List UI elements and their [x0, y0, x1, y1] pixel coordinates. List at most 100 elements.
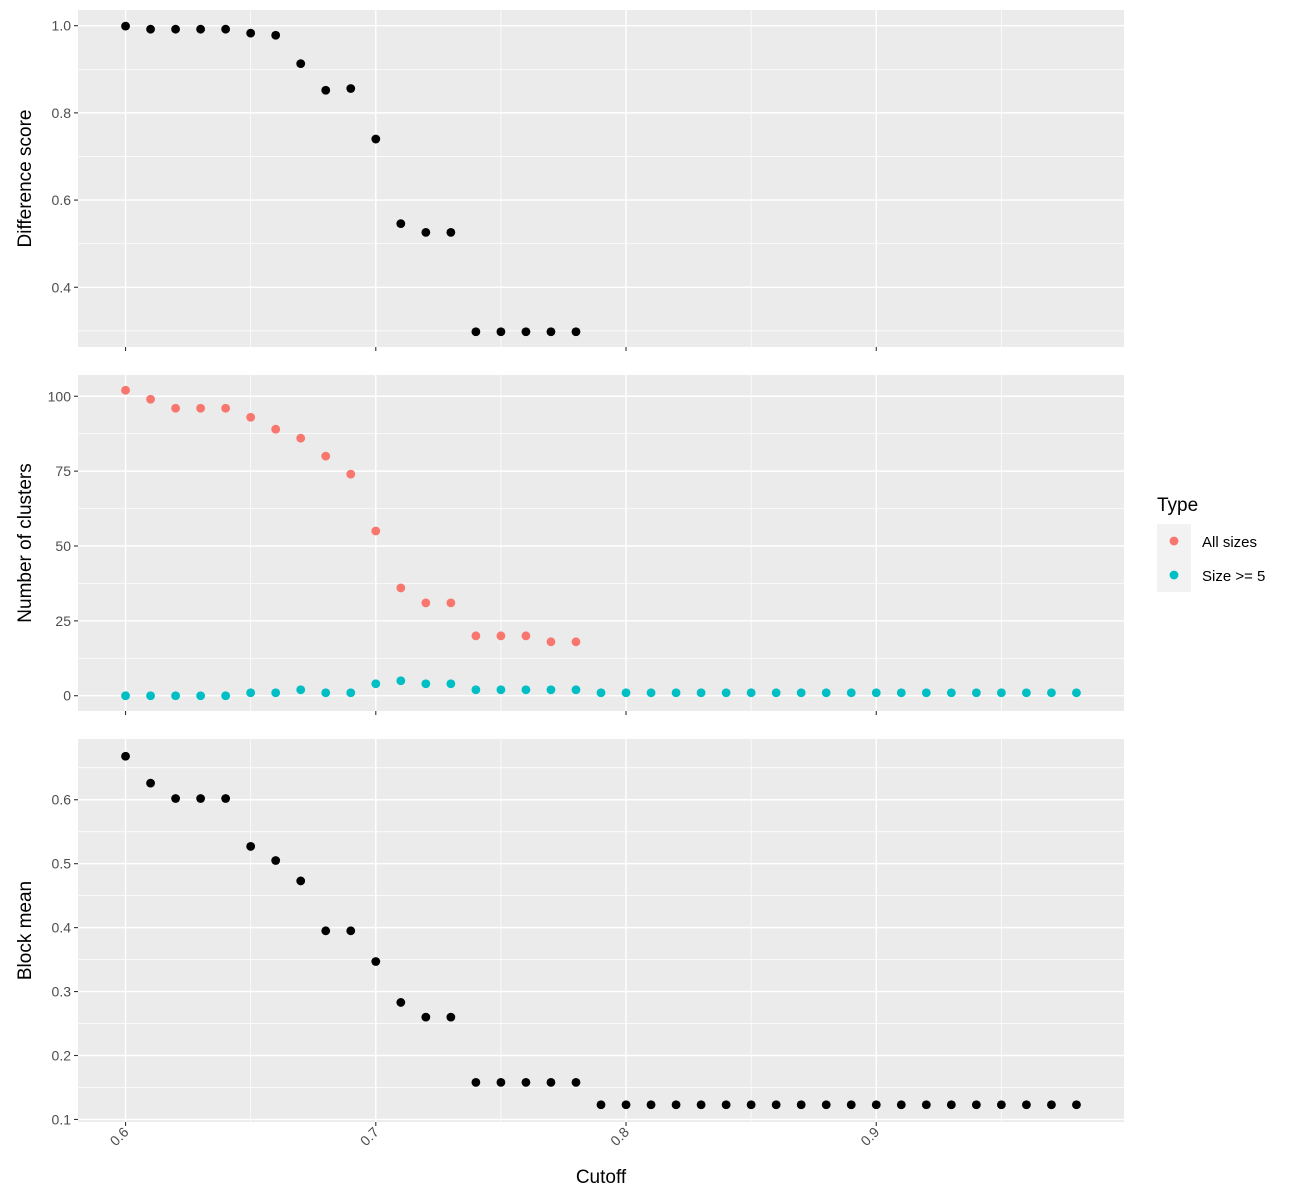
panel-1: 0.4 0.6 0.8 1.0 Difference score	[15, 10, 1124, 351]
data-point	[321, 926, 331, 936]
y-tick-label: 50	[55, 538, 71, 554]
data-point	[696, 688, 706, 698]
data-point	[571, 1077, 581, 1087]
data-point	[821, 688, 831, 698]
series-1	[121, 385, 581, 647]
legend-key	[1169, 536, 1179, 546]
data-point	[121, 385, 130, 395]
panel-3: 0.1 0.2 0.3 0.4 0.5 0.6 Block mean	[15, 739, 1124, 1127]
data-point	[496, 631, 506, 641]
data-point	[446, 679, 456, 689]
data-point	[221, 403, 231, 413]
x-axis-title: Cutoff	[576, 1167, 627, 1188]
data-point	[546, 1077, 556, 1087]
data-point	[421, 679, 431, 689]
series-1	[121, 21, 581, 337]
data-point	[921, 688, 931, 698]
data-point	[146, 691, 155, 701]
data-point	[371, 134, 381, 144]
data-point	[121, 751, 130, 761]
data-point	[546, 637, 556, 647]
panel-background	[78, 375, 1124, 711]
data-point	[321, 688, 331, 698]
data-point	[271, 688, 281, 698]
series-1	[121, 751, 1081, 1110]
data-point	[946, 688, 956, 698]
y-axis-title: Number of clusters	[15, 463, 36, 622]
data-point	[896, 1100, 906, 1110]
data-point	[371, 679, 381, 689]
data-point	[621, 688, 631, 698]
data-point	[996, 1100, 1006, 1110]
data-point	[371, 526, 381, 536]
y-axis-title: Block mean	[15, 881, 36, 980]
data-point	[921, 1100, 931, 1110]
data-point	[171, 691, 180, 701]
data-point	[246, 842, 256, 851]
data-point	[396, 583, 406, 593]
data-point	[471, 1077, 481, 1087]
data-point	[596, 1100, 606, 1110]
data-point	[1022, 688, 1031, 698]
data-point	[346, 688, 356, 698]
data-point	[396, 998, 406, 1007]
data-point	[521, 1077, 531, 1087]
data-point	[146, 778, 155, 788]
data-point	[196, 794, 206, 803]
data-point	[221, 691, 231, 701]
data-point	[546, 327, 556, 337]
data-point	[171, 403, 180, 413]
data-point	[321, 451, 331, 461]
data-point	[971, 688, 981, 698]
legend: Type All sizes Size >= 5	[1157, 495, 1265, 592]
panel-2: 0 25 50 75 100 Number of clusters	[15, 375, 1124, 715]
legend-label: All sizes	[1202, 534, 1257, 551]
data-point	[221, 794, 231, 803]
legend-label: Size >= 5	[1202, 568, 1265, 585]
x-tick-label: 0.8	[607, 1124, 632, 1149]
data-point	[446, 1012, 456, 1022]
data-point	[396, 676, 406, 686]
y-tick-label: 1.0	[52, 18, 72, 34]
data-point	[146, 24, 155, 34]
data-point	[571, 685, 581, 695]
data-point	[521, 685, 531, 695]
data-point	[521, 327, 531, 337]
data-point	[296, 433, 306, 443]
data-point	[796, 688, 806, 698]
y-tick-label: 0.4	[52, 279, 72, 295]
y-tick-label: 0.6	[52, 792, 72, 808]
data-point	[471, 327, 481, 337]
data-point	[1022, 1100, 1031, 1110]
data-point	[746, 1100, 756, 1110]
data-point	[471, 631, 481, 641]
panels: 0.4 0.6 0.8 1.0 Difference score 0 25 50 75 100 Nu…	[15, 10, 1124, 1149]
data-point	[371, 957, 381, 966]
y-tick-label: 100	[48, 388, 72, 404]
data-point	[446, 227, 456, 237]
data-point	[1072, 688, 1081, 698]
data-point	[421, 598, 431, 608]
data-point	[296, 59, 306, 69]
data-point	[671, 1100, 681, 1110]
data-point	[946, 1100, 956, 1110]
data-point	[571, 637, 581, 647]
data-point	[146, 394, 155, 404]
data-point	[396, 219, 406, 229]
y-tick-label: 75	[55, 463, 71, 479]
data-point	[121, 691, 130, 701]
data-point	[746, 688, 756, 698]
y-tick-label: 25	[55, 613, 71, 629]
data-point	[521, 631, 531, 641]
data-point	[771, 688, 781, 698]
data-point	[246, 28, 256, 38]
data-point	[1047, 1100, 1056, 1110]
data-point	[846, 1100, 856, 1110]
data-point	[596, 688, 606, 698]
data-point	[196, 403, 206, 413]
data-point	[496, 327, 506, 337]
data-point	[446, 598, 456, 608]
data-point	[896, 688, 906, 698]
data-point	[346, 84, 356, 93]
